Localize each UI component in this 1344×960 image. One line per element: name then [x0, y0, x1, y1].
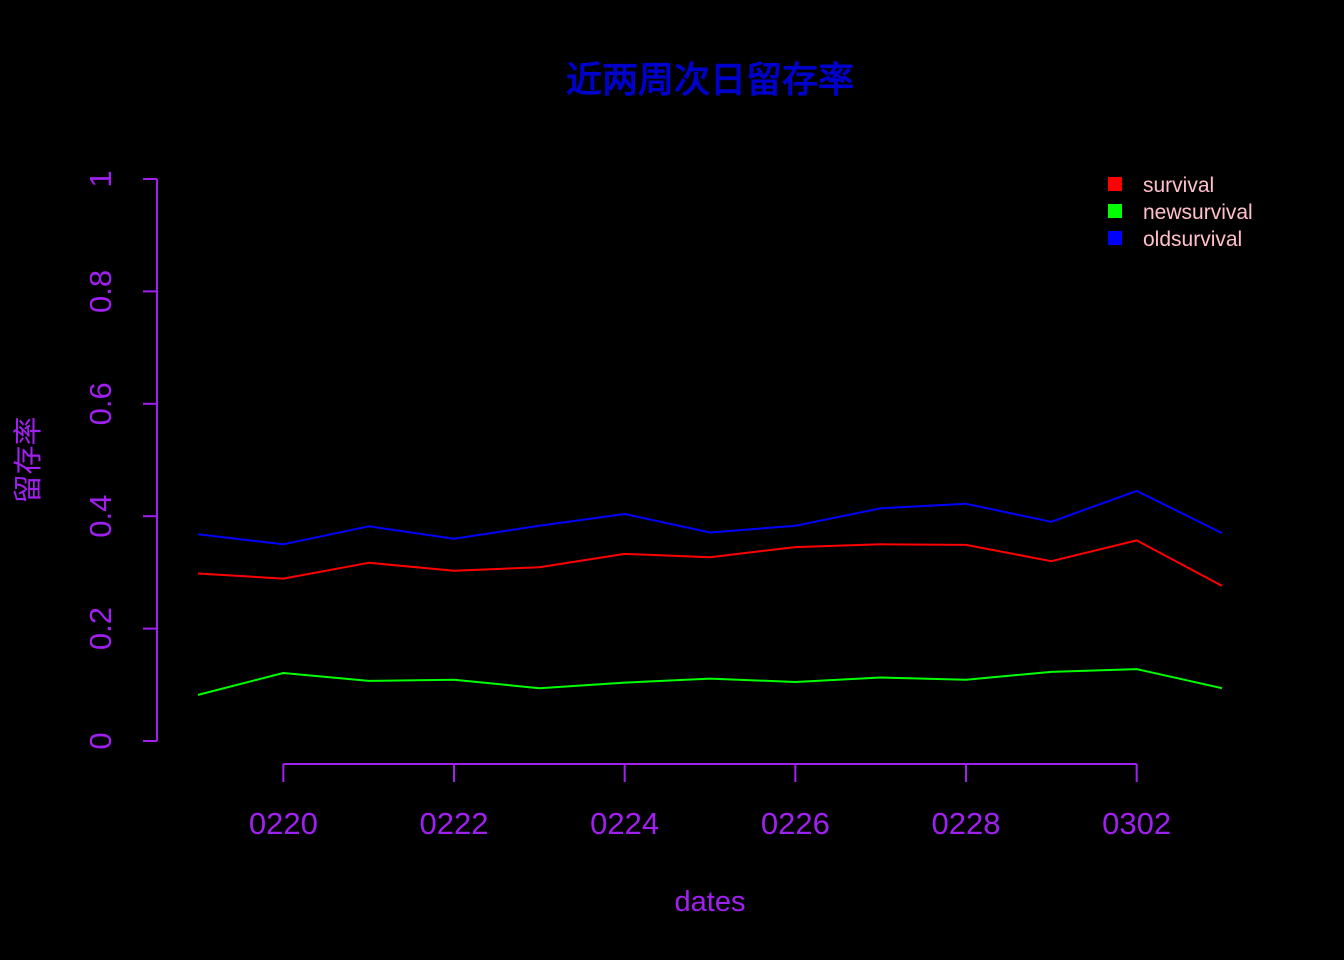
y-tick-label: 0.8 [83, 270, 118, 313]
y-tick-label: 0.4 [83, 495, 118, 538]
legend-label-oldsurvival: oldsurvival [1143, 228, 1242, 251]
y-tick-label: 0.2 [83, 607, 118, 650]
x-tick-label: 0226 [761, 806, 830, 841]
legend-swatch-oldsurvival [1108, 231, 1122, 245]
y-tick-label: 0.6 [83, 382, 118, 425]
legend-label-newsurvival: newsurvival [1143, 201, 1253, 224]
y-axis: 0 0.2 0.4 0.6 0.8 1 [83, 170, 158, 750]
series-line-newsurvival [197, 668, 1223, 696]
x-axis-label: dates [675, 886, 746, 918]
y-axis-label: 留存率 [12, 416, 45, 503]
chart-title: 近两周次日留存率 [566, 59, 854, 101]
x-tick-label: 0224 [590, 806, 659, 841]
legend-label-survival: survival [1143, 174, 1214, 197]
x-axis: 0220 0222 0224 0226 0228 0302 [249, 763, 1171, 841]
legend: survival newsurvival oldsurvival [1108, 174, 1253, 251]
y-tick-label: 1 [83, 170, 118, 187]
y-tick-label: 0 [83, 732, 118, 749]
x-tick-label: 0220 [249, 806, 318, 841]
legend-swatch-survival [1108, 177, 1122, 191]
x-tick-label: 0228 [932, 806, 1001, 841]
x-tick-label: 0302 [1102, 806, 1171, 841]
series-line-oldsurvival [197, 489, 1223, 546]
legend-swatch-newsurvival [1108, 204, 1122, 218]
x-tick-label: 0222 [420, 806, 489, 841]
series-lines [197, 489, 1223, 696]
series-line-survival [197, 539, 1223, 587]
